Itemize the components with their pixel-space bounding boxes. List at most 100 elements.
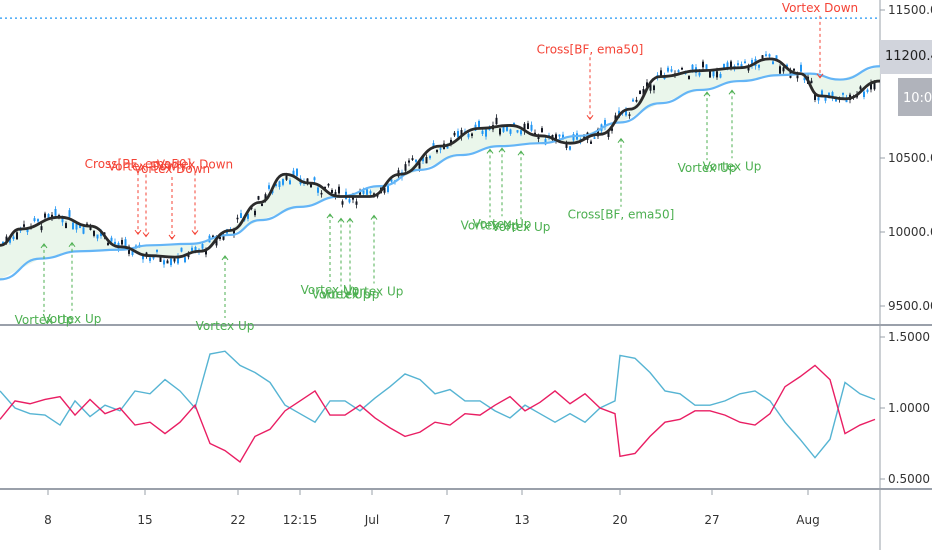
candle-body[interactable] bbox=[320, 192, 323, 195]
candle-body[interactable] bbox=[558, 134, 561, 137]
candle-body[interactable] bbox=[152, 256, 155, 259]
candle-body[interactable] bbox=[317, 187, 319, 193]
candle-body[interactable] bbox=[23, 224, 25, 227]
candle-body[interactable] bbox=[775, 55, 778, 60]
candle-body[interactable] bbox=[527, 123, 529, 129]
bf-line[interactable] bbox=[0, 57, 881, 259]
candle-body[interactable] bbox=[625, 108, 627, 116]
candle-body[interactable] bbox=[44, 213, 46, 218]
candle-body[interactable] bbox=[765, 54, 767, 56]
candle-body[interactable] bbox=[222, 235, 225, 240]
candle-body[interactable] bbox=[110, 237, 113, 242]
candle-body[interactable] bbox=[502, 125, 505, 132]
candle-body[interactable] bbox=[313, 177, 316, 181]
candle-body[interactable] bbox=[572, 134, 575, 141]
candle-body[interactable] bbox=[562, 134, 564, 139]
candle-body[interactable] bbox=[173, 258, 176, 262]
candle-body[interactable] bbox=[432, 143, 435, 148]
candle-body[interactable] bbox=[324, 186, 326, 189]
candle-body[interactable] bbox=[72, 222, 74, 230]
candle-body[interactable] bbox=[828, 92, 830, 96]
candle-body[interactable] bbox=[334, 192, 337, 197]
candle-body[interactable] bbox=[362, 190, 365, 194]
candle-body[interactable] bbox=[590, 141, 592, 144]
candle-body[interactable] bbox=[390, 179, 393, 182]
candle-body[interactable] bbox=[26, 228, 29, 233]
candle-body[interactable] bbox=[37, 219, 39, 222]
candle-body[interactable] bbox=[740, 64, 743, 67]
candle-body[interactable] bbox=[723, 63, 725, 69]
candle-body[interactable] bbox=[793, 68, 795, 71]
candle-body[interactable] bbox=[667, 67, 669, 72]
candle-body[interactable] bbox=[128, 246, 130, 254]
candle-body[interactable] bbox=[264, 194, 267, 201]
candle-body[interactable] bbox=[355, 201, 358, 205]
candle-body[interactable] bbox=[436, 149, 438, 153]
candle-body[interactable] bbox=[54, 209, 57, 216]
candle-body[interactable] bbox=[499, 128, 501, 135]
candle-body[interactable] bbox=[236, 217, 239, 220]
candle-body[interactable] bbox=[691, 64, 694, 70]
candle-body[interactable] bbox=[331, 189, 333, 193]
candle-body[interactable] bbox=[51, 214, 53, 218]
candle-body[interactable] bbox=[422, 155, 424, 162]
candle-body[interactable] bbox=[194, 246, 197, 253]
candle-body[interactable] bbox=[821, 90, 823, 97]
candle-body[interactable] bbox=[866, 89, 869, 92]
candle-body[interactable] bbox=[509, 129, 512, 134]
candle-body[interactable] bbox=[677, 70, 680, 73]
candle-body[interactable] bbox=[824, 97, 827, 101]
candle-body[interactable] bbox=[65, 223, 67, 229]
candle-body[interactable] bbox=[803, 77, 806, 81]
candle-body[interactable] bbox=[632, 99, 634, 102]
candle-body[interactable] bbox=[635, 99, 638, 102]
candle-body[interactable] bbox=[761, 55, 764, 59]
candle-body[interactable] bbox=[800, 64, 802, 72]
indicator-lines[interactable] bbox=[0, 57, 881, 281]
candle-body[interactable] bbox=[555, 134, 557, 141]
candle-body[interactable] bbox=[705, 64, 708, 69]
candle-body[interactable] bbox=[425, 157, 428, 164]
candle-body[interactable] bbox=[681, 67, 683, 70]
candle-body[interactable] bbox=[292, 170, 295, 177]
candle-body[interactable] bbox=[716, 71, 718, 78]
candle-body[interactable] bbox=[383, 187, 386, 193]
candle-body[interactable] bbox=[712, 70, 715, 77]
candle-body[interactable] bbox=[520, 130, 522, 135]
candle-body[interactable] bbox=[653, 85, 655, 91]
candle-body[interactable] bbox=[457, 131, 459, 138]
candle-body[interactable] bbox=[233, 230, 235, 235]
candle-body[interactable] bbox=[831, 92, 834, 98]
candle-body[interactable] bbox=[439, 148, 442, 150]
candle-body[interactable] bbox=[387, 185, 389, 193]
candle-body[interactable] bbox=[429, 156, 431, 159]
candle-body[interactable] bbox=[16, 232, 18, 240]
candle-body[interactable] bbox=[460, 130, 463, 138]
candle-body[interactable] bbox=[530, 124, 533, 131]
candle-body[interactable] bbox=[201, 243, 204, 249]
candle-body[interactable] bbox=[142, 255, 144, 260]
candle-body[interactable] bbox=[747, 67, 750, 71]
candle-body[interactable] bbox=[79, 225, 81, 228]
candle-body[interactable] bbox=[12, 236, 15, 240]
candle-body[interactable] bbox=[730, 61, 732, 68]
vortex-oscillator[interactable] bbox=[0, 350, 876, 463]
candle-body[interactable] bbox=[660, 70, 662, 77]
candle-body[interactable] bbox=[709, 70, 711, 78]
candle-body[interactable] bbox=[565, 143, 568, 148]
candle-body[interactable] bbox=[726, 62, 729, 68]
candle-body[interactable] bbox=[649, 84, 652, 91]
candle-body[interactable] bbox=[485, 129, 487, 137]
candle-body[interactable] bbox=[467, 133, 470, 138]
candle-body[interactable] bbox=[205, 250, 207, 255]
candle-body[interactable] bbox=[163, 260, 165, 265]
candle-body[interactable] bbox=[121, 240, 123, 245]
candle-body[interactable] bbox=[786, 64, 788, 67]
candle-body[interactable] bbox=[453, 132, 456, 136]
candle-body[interactable] bbox=[369, 191, 372, 194]
candle-body[interactable] bbox=[495, 117, 498, 125]
candle-body[interactable] bbox=[541, 128, 543, 133]
candle-body[interactable] bbox=[306, 178, 309, 184]
candle-body[interactable] bbox=[481, 130, 484, 134]
candle-body[interactable] bbox=[40, 226, 43, 231]
